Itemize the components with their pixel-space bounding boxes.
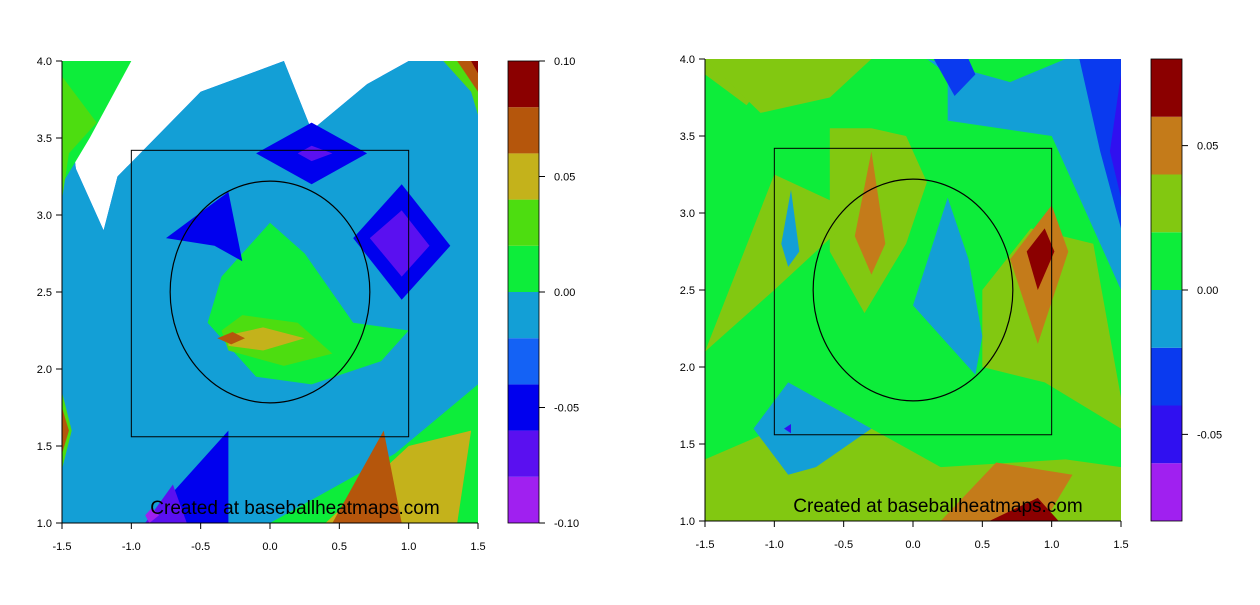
- y-tick-label: 3.5: [37, 133, 52, 145]
- colorbar-swatch: [1151, 290, 1182, 348]
- contour-region: [784, 424, 791, 434]
- y-tick-label: 1.0: [680, 516, 695, 528]
- contour-region: [228, 327, 305, 351]
- contour-region: [705, 174, 858, 352]
- colorbar-swatch: [1151, 405, 1182, 464]
- heatmap-panel-left: -1.5 -1.0 -0.5 0.0 0.5 1.0 1.5 1.0 1.5 2.0 2.5 3.0 3…: [37, 56, 579, 553]
- y-tick-label: 2.0: [680, 362, 695, 374]
- contour-region: [1026, 228, 1055, 290]
- x-tick-label: 1.0: [401, 541, 416, 553]
- x-tick-label: 0.5: [332, 541, 347, 553]
- x-tick-label: -1.0: [765, 539, 784, 551]
- contour-region: [145, 507, 160, 523]
- contour-region: [138, 430, 229, 523]
- y-tick-label: 4.0: [680, 54, 695, 66]
- x-tick-label: -0.5: [191, 541, 210, 553]
- colorbar-swatch: [1151, 463, 1182, 521]
- contour-region: [217, 332, 245, 345]
- contour-region: [332, 430, 402, 523]
- contour-region: [166, 191, 243, 262]
- colorbar-tick-label: 0.05: [1197, 141, 1218, 153]
- x-tick-label: 0.5: [975, 539, 990, 551]
- colorbar-swatch: [1151, 232, 1182, 290]
- colorbar-swatch: [1151, 116, 1182, 175]
- contour-region: [62, 76, 97, 200]
- colorbar-tick-label: -0.05: [554, 403, 579, 415]
- y-tick-label: 3.5: [680, 131, 695, 143]
- contour-field: [62, 61, 478, 523]
- contour-region: [913, 197, 983, 375]
- colorbar-tick-label: 0.10: [554, 56, 575, 68]
- watermark-text: Created at baseballheatmaps.com: [793, 496, 1082, 517]
- x-tick-label: 1.5: [470, 541, 485, 553]
- colorbar-swatch: [1151, 174, 1182, 233]
- reference-circle: [169, 180, 371, 404]
- x-tick-label: 1.0: [1044, 539, 1059, 551]
- colorbar-tick-label: -0.05: [1197, 429, 1222, 441]
- colorbar-tick-label: 0.05: [554, 172, 575, 184]
- colorbar-swatch: [508, 430, 539, 477]
- strike-zone-box: [773, 147, 1053, 436]
- contour-region: [471, 61, 478, 74]
- strike-zone-box: [130, 149, 410, 438]
- y-tick-label: 3.0: [37, 210, 52, 222]
- contour-region: [1079, 59, 1121, 229]
- x-tick-label: -1.5: [53, 541, 72, 553]
- colorbar-swatch: [508, 107, 539, 154]
- contour-region: [989, 497, 1059, 521]
- contour-region: [62, 407, 69, 454]
- y-tick-label: 4.0: [37, 56, 52, 68]
- reference-circle: [812, 178, 1014, 402]
- colorbar-swatch: [508, 153, 539, 200]
- colorbar-tick-label: 0.00: [1197, 285, 1218, 297]
- colorbar: 0.05 0.00 -0.05: [1150, 58, 1222, 522]
- contour-region: [933, 59, 976, 96]
- x-tick-label: -1.5: [696, 539, 715, 551]
- colorbar-swatch: [1151, 59, 1182, 117]
- contour-field: [705, 59, 1121, 521]
- colorbar-swatch: [508, 338, 539, 385]
- colorbar-swatch: [508, 384, 539, 431]
- y-tick-label: 1.0: [37, 518, 52, 530]
- contour-region: [457, 61, 478, 92]
- x-tick-label: 0.0: [262, 541, 277, 553]
- contour-region: [1109, 74, 1121, 198]
- colorbar-tick-label: -0.10: [554, 518, 579, 530]
- contour-region: [297, 145, 333, 162]
- heatmap-panel-right: -1.5 -1.0 -0.5 0.0 0.5 1.0 1.5 1.0 1.5 2.0 2.5 3.0 3…: [680, 54, 1222, 551]
- colorbar-swatch: [508, 292, 539, 339]
- contour-region: [705, 59, 872, 113]
- y-tick-label: 2.5: [680, 285, 695, 297]
- colorbar-swatch: [1151, 347, 1182, 406]
- y-tick-label: 2.0: [37, 364, 52, 376]
- colorbar: 0.10 0.05 0.00 -0.05 -0.10: [507, 56, 579, 530]
- colorbar-swatch: [508, 245, 539, 292]
- watermark-text: Created at baseballheatmaps.com: [150, 498, 439, 519]
- x-tick-label: -1.0: [122, 541, 141, 553]
- colorbar-tick-label: 0.00: [554, 287, 575, 299]
- x-tick-label: 0.0: [905, 539, 920, 551]
- colorbar-swatch: [508, 61, 539, 108]
- contour-region: [781, 189, 800, 267]
- x-tick-label: -0.5: [834, 539, 853, 551]
- y-tick-label: 2.5: [37, 287, 52, 299]
- contour-region: [854, 151, 886, 275]
- x-tick-label: 1.5: [1113, 539, 1128, 551]
- contour-region: [926, 59, 1121, 290]
- colorbar-swatch: [508, 476, 539, 523]
- contour-region: [753, 382, 872, 475]
- y-tick-label: 1.5: [680, 439, 695, 451]
- contour-region: [369, 210, 430, 277]
- y-tick-label: 1.5: [37, 441, 52, 453]
- colorbar-swatch: [508, 199, 539, 246]
- y-tick-label: 3.0: [680, 208, 695, 220]
